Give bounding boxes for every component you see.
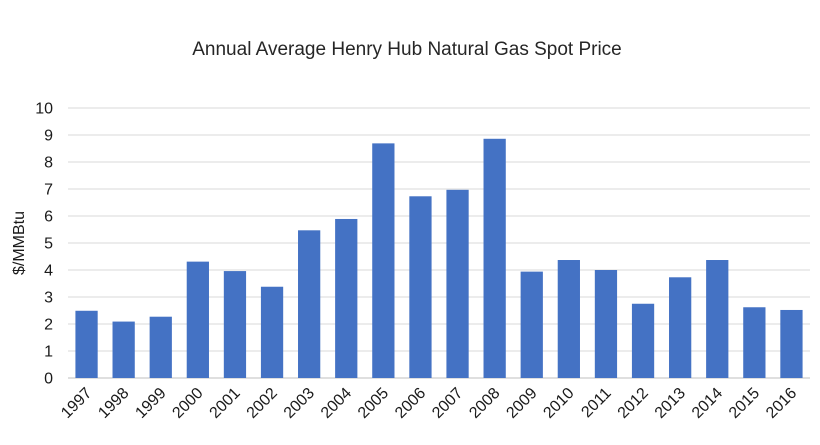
x-tick-label: 2005 — [355, 385, 392, 422]
y-tick-label: 6 — [44, 209, 53, 226]
bar-2001 — [223, 271, 247, 378]
y-tick-label: 2 — [44, 317, 53, 334]
bar-2000 — [186, 261, 209, 378]
x-tick-label: 2008 — [466, 385, 503, 422]
x-tick-label: 2012 — [615, 385, 652, 422]
x-tick-label: 1998 — [95, 385, 132, 422]
x-tick-label: 1999 — [132, 385, 169, 422]
bar-2002 — [260, 286, 284, 378]
x-tick-label: 2011 — [578, 385, 614, 421]
bar-1999 — [149, 316, 172, 378]
x-tick-label: 2014 — [689, 385, 726, 422]
bar-2016 — [780, 309, 803, 378]
bar-2006 — [409, 196, 432, 378]
bar-2005 — [372, 143, 395, 378]
y-tick-label: 0 — [44, 371, 53, 388]
y-tick-label: 5 — [44, 236, 53, 253]
y-axis-ticks: 0 1 2 3 4 5 6 7 8 9 10 — [35, 101, 53, 388]
x-tick-label: 2009 — [503, 385, 540, 422]
bar-2009 — [520, 271, 543, 378]
bar-2003 — [298, 230, 321, 378]
x-tick-label: 2010 — [540, 385, 577, 422]
x-tick-label: 2004 — [318, 385, 355, 422]
x-tick-label: 1997 — [58, 385, 95, 422]
bar-1997 — [75, 310, 98, 378]
x-axis-ticks: 1997 1998 1999 2000 2001 2002 2003 2004 2005 2006… — [58, 385, 800, 422]
bar-2014 — [706, 260, 729, 378]
bars — [75, 138, 803, 378]
x-tick-label: 2001 — [207, 385, 244, 422]
x-tick-label: 2013 — [652, 385, 689, 422]
x-tick-label: 2003 — [281, 385, 318, 422]
bar-2007 — [446, 189, 469, 378]
x-tick-label: 2015 — [726, 385, 763, 422]
x-tick-label: 2007 — [429, 385, 466, 422]
bar-2008 — [483, 138, 506, 378]
gridlines — [68, 107, 810, 379]
bar-1998 — [112, 321, 135, 378]
y-tick-label: 9 — [44, 128, 53, 145]
x-tick-label: 2016 — [763, 385, 800, 422]
y-tick-label: 8 — [44, 155, 53, 172]
bar-2011 — [594, 270, 618, 378]
x-tick-label: 2002 — [244, 385, 281, 422]
bar-2004 — [335, 218, 358, 378]
y-axis-label: $/MMBtu — [11, 211, 28, 275]
y-tick-label: 7 — [44, 182, 53, 199]
bar-2015 — [743, 307, 766, 378]
bar-2013 — [669, 277, 692, 378]
y-tick-label: 3 — [44, 290, 53, 307]
x-tick-label: 2006 — [392, 385, 429, 422]
bar-2012 — [631, 303, 655, 378]
bar-2010 — [557, 260, 580, 378]
y-tick-label: 1 — [44, 344, 53, 361]
x-tick-label: 2000 — [169, 385, 206, 422]
y-tick-label: 4 — [44, 263, 53, 280]
chart-title: Annual Average Henry Hub Natural Gas Spo… — [192, 39, 622, 60]
y-tick-label: 10 — [35, 101, 53, 118]
